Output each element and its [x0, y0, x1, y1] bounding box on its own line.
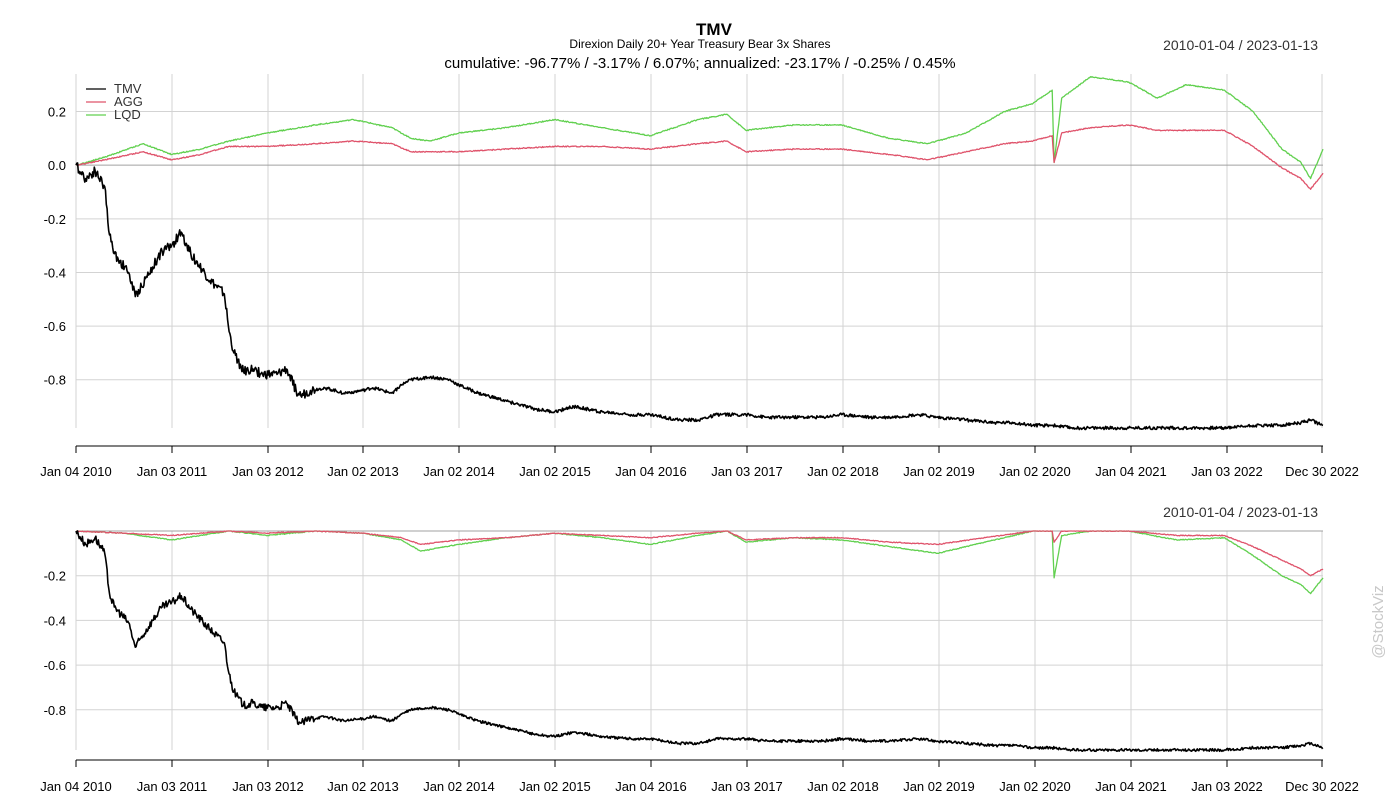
y-tick-label: -0.6 [44, 658, 66, 673]
x-tick-label: Jan 03 2022 [1191, 464, 1263, 479]
series-line-agg [75, 530, 1324, 577]
legend-label-lqd: LQD [114, 107, 141, 122]
x-tick-label: Dec 30 2022 [1285, 779, 1359, 794]
series-line-tmv [75, 162, 1324, 431]
x-tick-label: Jan 02 2019 [903, 779, 975, 794]
y-tick-label: -0.2 [44, 569, 66, 584]
x-tick-label: Jan 03 2017 [711, 779, 783, 794]
x-tick-label: Jan 02 2014 [423, 464, 495, 479]
y-tick-label: -0.6 [44, 319, 66, 334]
x-tick-label: Jan 02 2015 [519, 779, 591, 794]
x-tick-label: Jan 02 2020 [999, 464, 1071, 479]
x-tick-label: Jan 04 2010 [40, 464, 112, 479]
x-tick-label: Jan 02 2018 [807, 779, 879, 794]
chart-title: TMV [696, 20, 733, 39]
x-tick-label: Jan 04 2021 [1095, 779, 1167, 794]
x-tick-label: Jan 03 2011 [137, 779, 208, 794]
watermark-text: @StockViz [1370, 585, 1387, 658]
chart-subtitle: Direxion Daily 20+ Year Treasury Bear 3x… [569, 37, 830, 51]
x-tick-label: Jan 03 2011 [137, 464, 208, 479]
legend-label-tmv: TMV [114, 81, 142, 96]
x-tick-label: Jan 04 2021 [1095, 464, 1167, 479]
x-tick-label: Jan 02 2014 [423, 779, 495, 794]
date-range-top: 2010-01-04 / 2023-01-13 [1163, 37, 1318, 53]
series-line-lqd [75, 76, 1324, 180]
x-tick-label: Jan 02 2020 [999, 779, 1071, 794]
x-tick-label: Jan 03 2022 [1191, 779, 1263, 794]
x-tick-label: Jan 03 2012 [232, 464, 304, 479]
series-line-tmv [75, 530, 1324, 753]
x-tick-label: Jan 04 2016 [615, 464, 687, 479]
y-tick-label: -0.4 [44, 613, 66, 628]
x-tick-label: Jan 02 2015 [519, 464, 591, 479]
date-range-bottom: 2010-01-04 / 2023-01-13 [1163, 504, 1318, 520]
series-line-agg [75, 124, 1324, 190]
x-tick-label: Jan 02 2019 [903, 464, 975, 479]
y-tick-label: -0.8 [44, 703, 66, 718]
x-tick-label: Dec 30 2022 [1285, 464, 1359, 479]
y-tick-label: 0.0 [48, 158, 66, 173]
x-tick-label: Jan 03 2017 [711, 464, 783, 479]
drawdown-panel: -0.2 -0.4 -0.6 -0.8 Jan 04 2010 Jan 03 2011 Ja… [40, 530, 1359, 794]
y-tick-label: -0.4 [44, 265, 66, 280]
y-tick-label: 0.2 [48, 105, 66, 120]
x-tick-label: Jan 02 2018 [807, 464, 879, 479]
x-tick-label: Jan 04 2016 [615, 779, 687, 794]
x-tick-label: Jan 02 2013 [327, 779, 399, 794]
x-tick-label: Jan 02 2013 [327, 464, 399, 479]
x-tick-label: Jan 04 2010 [40, 779, 112, 794]
cumulative-summary: cumulative: -96.77% / -3.17% / 6.07%; an… [444, 55, 955, 72]
y-tick-label: -0.2 [44, 212, 66, 227]
y-tick-label: -0.8 [44, 373, 66, 388]
legend-label-agg: AGG [114, 94, 143, 109]
series-line-lqd [75, 530, 1324, 595]
x-tick-label: Jan 03 2012 [232, 779, 304, 794]
cumulative-return-panel: 0.2 0.0 -0.2 -0.4 -0.6 -0.8 Jan 04 2010 Jan 03 … [40, 74, 1359, 479]
